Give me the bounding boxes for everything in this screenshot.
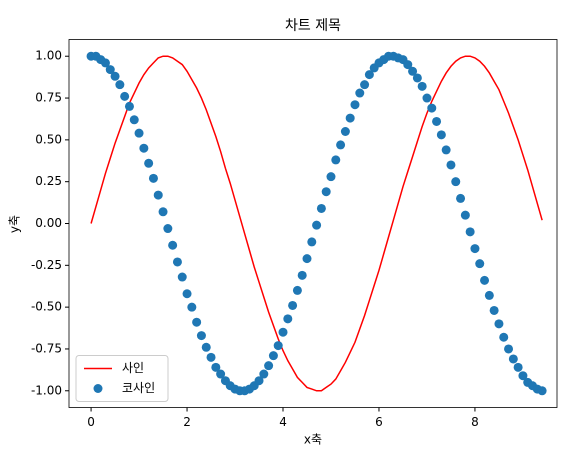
scatter-point: [494, 319, 504, 329]
x-axis-label: x축: [304, 433, 322, 447]
y-tick-label: 0.75: [35, 91, 62, 105]
scatter-point: [441, 145, 451, 155]
plot-frame: [68, 39, 558, 408]
scatter-point: [302, 254, 312, 264]
scatter-point: [211, 362, 221, 372]
y-tick-label: -1.00: [31, 383, 62, 397]
scatter-point: [403, 60, 413, 70]
scatter-point: [508, 354, 518, 364]
scatter-point: [475, 259, 485, 269]
scatter-point: [144, 158, 154, 168]
y-tick-label: 0.25: [35, 174, 62, 188]
legend-label: 코사인: [122, 381, 155, 395]
scatter-point: [278, 327, 288, 337]
scatter-point: [417, 81, 427, 91]
scatter-point: [480, 275, 490, 285]
scatter-point: [465, 227, 475, 237]
scatter-point: [360, 80, 370, 90]
x-tick-label: 0: [87, 415, 95, 429]
x-tick-label: 4: [279, 415, 287, 429]
scatter-point: [115, 80, 125, 90]
y-tick-label: -0.50: [31, 300, 62, 314]
scatter-point: [139, 143, 149, 153]
scatter-point: [153, 190, 163, 200]
scatter-point: [316, 203, 326, 213]
x-tick-label: 8: [471, 415, 479, 429]
scatter-point: [182, 289, 192, 299]
scatter-point: [499, 332, 509, 342]
scatter-point: [307, 237, 317, 247]
scatter-point: [321, 187, 331, 197]
scatter-point: [268, 351, 278, 361]
scatter-point: [264, 361, 274, 371]
scatter-point: [172, 257, 182, 267]
scatter-point: [158, 207, 168, 217]
scatter-point: [297, 270, 307, 280]
scatter-point: [412, 73, 422, 83]
scatter-point: [436, 130, 446, 140]
y-tick-label: 0.50: [35, 132, 62, 146]
scatter-point: [196, 331, 206, 341]
scatter-point: [422, 93, 432, 103]
scatter-point: [427, 103, 437, 113]
x-tick-label: 2: [183, 415, 191, 429]
scatter-point: [518, 371, 528, 381]
legend-marker: [93, 384, 103, 393]
scatter-point: [504, 344, 514, 354]
scatter-point: [216, 369, 226, 379]
scatter-point: [259, 369, 269, 379]
scatter-point: [364, 70, 374, 80]
line-series: [90, 55, 543, 392]
y-tick-label: 1.00: [35, 49, 62, 63]
scatter-point: [168, 240, 178, 250]
scatter-point: [460, 210, 470, 220]
scatter-point: [484, 290, 494, 300]
chart-title: 차트 제목: [285, 18, 341, 34]
scatter-point: [451, 177, 461, 187]
scatter-point: [288, 300, 298, 310]
y-tick-label: 0.00: [35, 216, 62, 230]
scatter-point: [192, 317, 202, 327]
scatter-point: [105, 65, 115, 75]
scatter-point: [456, 193, 466, 203]
scatter-point: [432, 116, 442, 126]
scatter-point: [163, 224, 173, 234]
scatter-point: [345, 113, 355, 123]
scatter-point: [537, 386, 547, 396]
scatter-point: [206, 352, 216, 362]
scatter-point: [489, 305, 499, 315]
scatter-point: [408, 66, 418, 76]
y-tick-label: -0.75: [31, 341, 62, 355]
scatter-point: [120, 91, 130, 101]
scatter-point: [350, 100, 360, 110]
y-tick-label: -0.25: [31, 258, 62, 272]
scatter-point: [148, 173, 158, 183]
scatter-point: [187, 302, 197, 312]
x-tick-label: 6: [375, 415, 383, 429]
scatter-point: [273, 341, 283, 351]
scatter-point: [513, 362, 523, 372]
scatter-point: [124, 101, 134, 111]
scatter-point: [201, 342, 211, 352]
scatter-point: [331, 155, 341, 165]
scatter-point: [355, 88, 365, 98]
scatter-point: [254, 376, 264, 386]
scatter-point: [110, 71, 120, 81]
scatter-point: [100, 58, 110, 68]
scatter-point: [312, 220, 322, 230]
legend-label: 사인: [122, 361, 144, 375]
scatter-point: [340, 127, 350, 136]
scatter-point: [336, 140, 346, 150]
scatter-point: [446, 160, 456, 170]
scatter-point: [177, 272, 187, 282]
scatter-point: [129, 115, 139, 125]
scatter-point: [470, 244, 480, 254]
scatter-point: [134, 128, 144, 138]
y-axis-label: y축: [8, 215, 22, 233]
scatter-point: [292, 285, 302, 295]
scatter-point: [283, 314, 293, 324]
scatter-point: [326, 172, 336, 182]
